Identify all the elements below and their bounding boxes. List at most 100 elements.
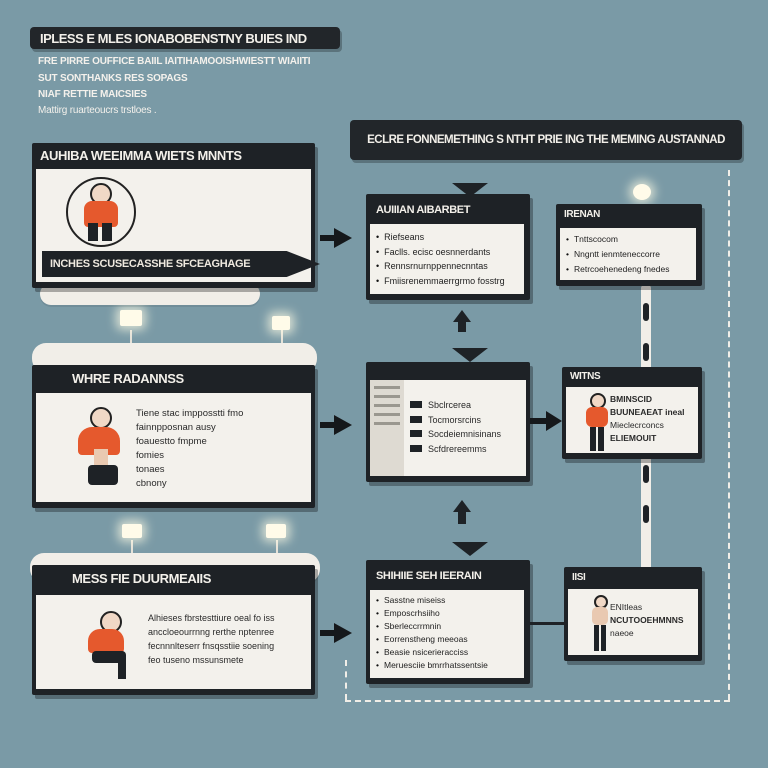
- lamp-icon: [120, 310, 142, 326]
- center-card-2-body: Sbclrcerea Tocmorsrcins Socdeiemnisinans…: [370, 380, 526, 476]
- text-line: anccloeourrnng rerthe nptenree: [148, 627, 275, 637]
- text-line: Alhieses fbrstesttiure oeal fo iss: [148, 613, 275, 623]
- list-item: Sbclrcerea: [410, 398, 501, 413]
- text-line: tonaes: [136, 464, 165, 475]
- pipe-segment: [643, 465, 649, 483]
- center-card-2: Sbclrcerea Tocmorsrcins Socdeiemnisinans…: [366, 362, 530, 482]
- list-item: Riefseans: [376, 230, 518, 245]
- list-item: Rennsrnurnppennecnntas: [376, 259, 518, 274]
- list-item: Sasstne miseiss: [376, 594, 518, 607]
- list-item: Emposcrhsiiho: [376, 607, 518, 620]
- list-item: Socdeiemnisinans: [410, 427, 501, 442]
- lamp-icon: [266, 524, 286, 538]
- sidebar-panel: [370, 380, 404, 476]
- list-item: Faclls. ecisc oesnnerdants: [376, 245, 518, 260]
- right-card-3-title: IISI: [572, 572, 586, 583]
- text-line: ENItleas: [610, 602, 643, 612]
- left-card-2-body: Tiene stac impposstti fmo fainnpposnan a…: [36, 393, 311, 502]
- right-card-2-lines: BMINSCID BUUNEAEAT ineal Mieclecrconcs E…: [610, 393, 684, 445]
- right-card-2-title: WITNS: [570, 371, 601, 382]
- connector-line: [530, 622, 566, 625]
- left-card-1-title: AUHIBA WEEIMMA WIETS MNNTS: [40, 148, 242, 163]
- text-line: foauestto fmpme: [136, 436, 207, 447]
- left-card-1: AUHIBA WEEIMMA WIETS MNNTS INCHES SCUSEC…: [32, 143, 320, 288]
- arrow-right-icon: [546, 411, 562, 431]
- banner-text: ECLRE FONNEMETHING S NTHT PRIE ING THE M…: [367, 134, 725, 146]
- arrow-shaft: [530, 418, 548, 424]
- list-item: Tocmorsrcins: [410, 413, 501, 428]
- lamp-stem: [131, 540, 133, 560]
- left-card-3-body: Alhieses fbrstesttiure oeal fo iss anccl…: [36, 595, 311, 689]
- page-title-text: IPLESS E MLES IONABOBENSTNY BUIES IND: [40, 30, 307, 46]
- text-line: BMINSCID: [610, 394, 653, 404]
- arrow-down-icon: [452, 542, 488, 556]
- text-line: Mieclecrconcs: [610, 420, 664, 430]
- right-card-2: WITNS BMINSCID BUUNEAEAT ineal Mieclecrc…: [562, 367, 702, 459]
- person-illustration: [588, 595, 614, 655]
- right-card-3: IISI ENItleas NCUTOOEHMNNS naeoe: [564, 567, 702, 661]
- left-card-2-lines: Tiene stac impposstti fmo fainnpposnan a…: [136, 407, 243, 491]
- arrow-shaft: [320, 422, 334, 428]
- lamp-icon: [633, 184, 651, 200]
- pipe-segment: [643, 343, 649, 361]
- page-title: IPLESS E MLES IONABOBENSTNY BUIES IND: [30, 27, 340, 49]
- arrow-shaft: [320, 630, 334, 636]
- arrow-right-icon: [334, 415, 352, 435]
- person-illustration: [66, 177, 136, 247]
- list-item: Sberleccrrmnin: [376, 620, 518, 633]
- text-line: BUUNEAEAT ineal: [610, 407, 685, 417]
- arrow-up-icon: [453, 310, 471, 322]
- intro-line-2: SUT SONTHANKS RES SOPAGS: [38, 73, 188, 84]
- list-item: Meruesciie bmrrhatssentsie: [376, 659, 518, 672]
- left-card-3: MESS FIE DUURMEAIIS Alhieses fbrstesttiu…: [32, 565, 315, 695]
- text-line: NCUTOOEHMNNS: [610, 615, 684, 625]
- text-line: ELIEMOUIT: [610, 433, 657, 443]
- arrow-shaft: [320, 235, 334, 241]
- left-card-1-ribbon: INCHES SCUSECASSHE SFCEAGHAGE: [42, 251, 320, 277]
- text-line: fomies: [136, 450, 164, 461]
- right-card-2-body: BMINSCID BUUNEAEAT ineal Mieclecrconcs E…: [566, 387, 698, 453]
- arrow-down-icon: [452, 183, 488, 197]
- dashed-connector-bottom: [345, 700, 730, 702]
- center-card-1-list: Riefseans Faclls. ecisc oesnnerdants Ren…: [370, 224, 524, 294]
- right-card-3-body: ENItleas NCUTOOEHMNNS naeoe: [568, 589, 698, 655]
- text-line: fecnnnlteserr fnsqsstiie soening: [148, 641, 275, 651]
- arrow-down-icon: [452, 348, 488, 362]
- list-item: Scfdrereemms: [410, 442, 501, 457]
- list-item: Retrcoehenedeng fnedes: [566, 262, 690, 277]
- left-card-1-ribbon-text: INCHES SCUSECASSHE SFCEAGHAGE: [50, 258, 251, 270]
- left-card-3-lines: Alhieses fbrstesttiure oeal fo iss anccl…: [148, 611, 275, 667]
- arrow-right-icon: [334, 623, 352, 643]
- person-illustration: [584, 393, 614, 455]
- text-line: Tiene stac impposstti fmo: [136, 408, 244, 419]
- right-card-1-list: Tnttscocom Nngntt ienmteneccorre Retrcoe…: [560, 228, 696, 281]
- arrow-shaft: [458, 322, 466, 332]
- pipe-segment: [643, 303, 649, 321]
- center-card-3-body: Sasstne miseiss Emposcrhsiiho Sberleccrr…: [370, 590, 524, 678]
- right-card-3-lines: ENItleas NCUTOOEHMNNS naeoe: [610, 601, 684, 640]
- text-line: fainnpposnan ausy: [136, 422, 216, 433]
- cloud-shape: [40, 283, 260, 305]
- intro-line-4: Mattirg ruarteoucrs trstloes .: [38, 105, 157, 116]
- list-item: Nngntt ienmteneccorre: [566, 247, 690, 262]
- list-item: Fmiisrenemmaerrgrmo fosstrg: [376, 274, 518, 289]
- right-card-1: IRENAN Tnttscocom Nngntt ienmteneccorre …: [556, 204, 702, 286]
- person-illustration: [68, 403, 138, 493]
- right-card-1-title: IRENAN: [564, 209, 600, 220]
- intro-line-3: NIAF RETTIE MAICSIES: [38, 89, 147, 100]
- arrow-shaft: [458, 512, 466, 524]
- left-card-2: WHRE RADANNSS Tiene stac impposstti fmo …: [32, 365, 315, 508]
- list-item: Eorrenstheng meeoas: [376, 633, 518, 646]
- center-card-3-title: SHIHIIE SEH IEERAIN: [376, 570, 482, 582]
- left-card-2-title: WHRE RADANNSS: [72, 371, 184, 386]
- left-card-1-body: INCHES SCUSECASSHE SFCEAGHAGE: [36, 169, 320, 282]
- lamp-stem: [281, 330, 283, 350]
- lamp-stem: [276, 540, 278, 560]
- dashed-connector-left: [345, 660, 347, 700]
- lamp-icon: [122, 524, 142, 538]
- center-card-3-list: Sasstne miseiss Emposcrhsiiho Sberleccrr…: [370, 590, 524, 676]
- lamp-icon: [272, 316, 290, 330]
- dashed-connector-right: [728, 170, 730, 700]
- left-card-3-title: MESS FIE DUURMEAIIS: [72, 571, 212, 586]
- banner: ECLRE FONNEMETHING S NTHT PRIE ING THE M…: [350, 120, 742, 160]
